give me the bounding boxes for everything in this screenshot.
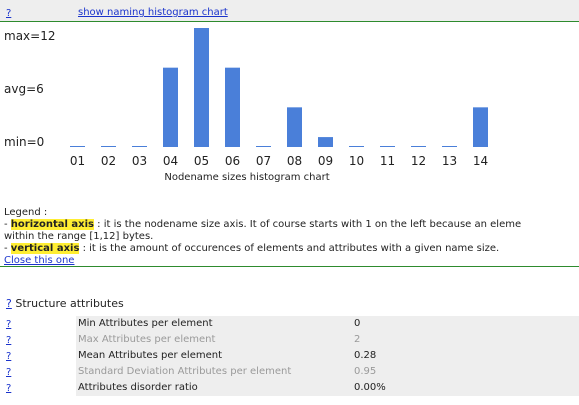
- close-legend-link[interactable]: Close this one: [4, 255, 75, 265]
- structure-attributes-table: ? Min Attributes per element 0 ? Max Att…: [0, 316, 579, 396]
- x-tick-01: 01: [70, 154, 85, 168]
- bar-10: [349, 146, 364, 147]
- horizontal-axis-term: horizontal axis: [10, 219, 94, 230]
- legend-title: Legend :: [4, 207, 48, 218]
- bar-11: [380, 146, 395, 147]
- bar-02: [101, 146, 116, 147]
- bar-07: [256, 146, 271, 147]
- x-tick-06: 06: [225, 154, 240, 168]
- bar-06: [225, 67, 240, 147]
- table-row: ? Mean Attributes per element 0.28: [0, 348, 579, 364]
- show-histogram-toggle-link[interactable]: show naming histogram chart: [78, 7, 228, 18]
- row-help-link[interactable]: ?: [6, 383, 12, 394]
- legend-divider: [0, 266, 579, 267]
- table-row: ? Max Attributes per element 2: [0, 332, 579, 348]
- x-tick-02: 02: [101, 154, 116, 168]
- legend-h-text: : it is the nodename size axis. It of co…: [93, 219, 522, 230]
- nodename-histogram-chart: max=12 avg=6 min=0 01 02 03 04 05 06 07 08 09 10 1…: [4, 28, 488, 183]
- row-label: Attributes disorder ratio: [78, 382, 198, 393]
- row-help-link[interactable]: ?: [6, 367, 12, 378]
- bar-12: [411, 146, 426, 147]
- bar-01: [70, 146, 85, 147]
- bar-08: [287, 107, 302, 147]
- table-row: ? Standard Deviation Attributes per elem…: [0, 364, 579, 380]
- chart-header-row: ? show naming histogram chart: [0, 0, 579, 22]
- chart-legend: Legend : - horizontal axis : it is the n…: [4, 207, 579, 265]
- structure-attributes-heading: ? Structure attributes: [6, 297, 124, 310]
- x-tick-08: 08: [287, 154, 302, 168]
- vertical-axis-term: vertical axis: [10, 243, 80, 254]
- row-label: Max Attributes per element: [78, 334, 216, 345]
- x-tick-09: 09: [318, 154, 333, 168]
- x-axis-label: Nodename sizes histogram chart: [164, 172, 329, 183]
- legend-horizontal-line-2: within the range [1,12] bytes.: [4, 231, 154, 242]
- x-tick-12: 12: [411, 154, 426, 168]
- x-tick-07: 07: [256, 154, 271, 168]
- row-label: Mean Attributes per element: [78, 350, 222, 361]
- bar-09: [318, 137, 333, 147]
- row-value: 0.95: [354, 366, 377, 377]
- chart-help-link[interactable]: ?: [6, 8, 12, 19]
- table-row: ? Attributes disorder ratio 0.00%: [0, 380, 579, 396]
- legend-horizontal-line: - horizontal axis : it is the nodename s…: [4, 219, 579, 231]
- y-marker-avg: avg=6: [4, 82, 44, 96]
- legend-v-prefix: -: [4, 243, 11, 254]
- x-tick-11: 11: [380, 154, 395, 168]
- bar-05: [194, 28, 209, 147]
- y-marker-min: min=0: [4, 135, 44, 149]
- legend-h-prefix: -: [4, 219, 11, 230]
- legend-vertical-line: - vertical axis : it is the amount of oc…: [4, 243, 579, 255]
- row-help-link[interactable]: ?: [6, 335, 12, 346]
- x-tick-05: 05: [194, 154, 209, 168]
- row-label: Min Attributes per element: [78, 318, 213, 329]
- row-value: 2: [354, 334, 361, 345]
- row-value: 0: [354, 318, 361, 329]
- x-tick-10: 10: [349, 154, 364, 168]
- row-value: 0.00%: [354, 382, 386, 393]
- bar-04: [163, 67, 178, 147]
- row-value: 0.28: [354, 350, 377, 361]
- bar-13: [442, 146, 457, 147]
- structure-help-link[interactable]: ?: [6, 297, 12, 310]
- x-tick-13: 13: [442, 154, 457, 168]
- bar-03: [132, 146, 147, 147]
- row-label: Standard Deviation Attributes per elemen…: [78, 366, 292, 377]
- x-tick-04: 04: [163, 154, 178, 168]
- row-help-link[interactable]: ?: [6, 319, 12, 330]
- x-tick-03: 03: [132, 154, 147, 168]
- row-help-link[interactable]: ?: [6, 351, 12, 362]
- bar-14: [473, 107, 488, 147]
- legend-v-text: : it is the amount of occurences of elem…: [79, 243, 500, 254]
- table-row: ? Min Attributes per element 0: [0, 316, 579, 332]
- y-marker-max: max=12: [4, 29, 55, 43]
- structure-title: Structure attributes: [11, 297, 124, 310]
- x-tick-14: 14: [473, 154, 488, 168]
